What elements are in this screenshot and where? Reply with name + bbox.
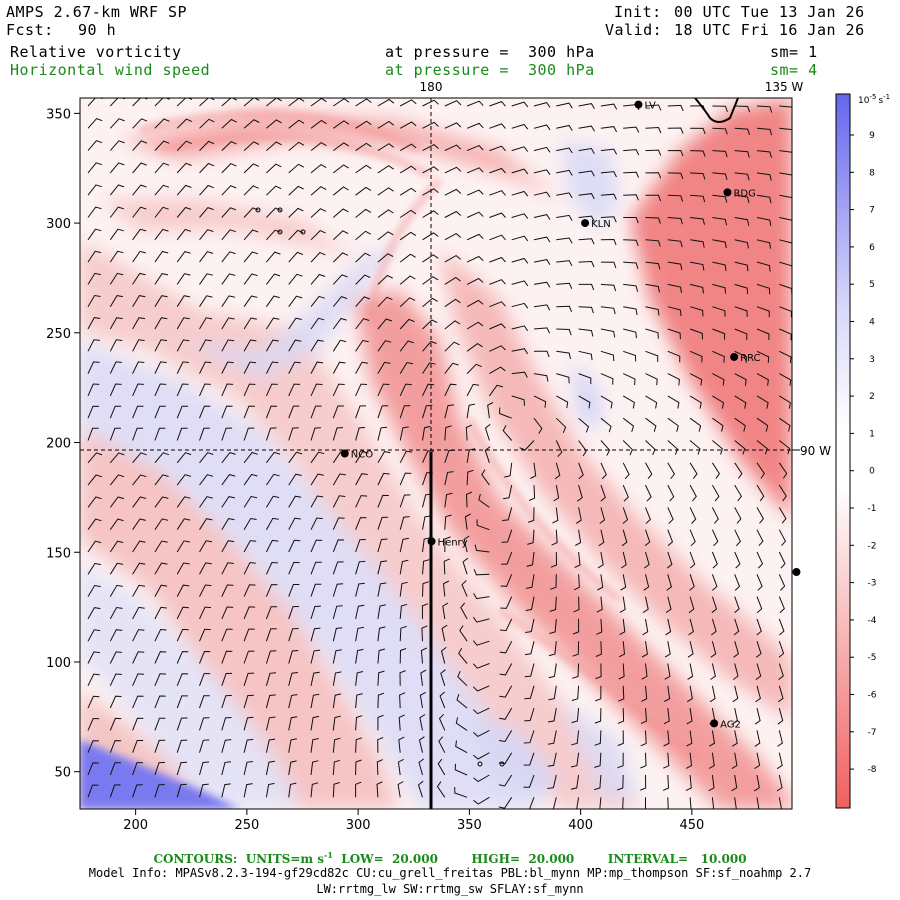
station-label: NCO xyxy=(351,450,373,461)
y-tick-label: 300 xyxy=(46,217,71,232)
x-tick-label: 450 xyxy=(679,818,704,833)
colorbar-tick-label: 7 xyxy=(869,206,875,216)
colorbar-tick-label: -7 xyxy=(868,728,877,738)
station-marker xyxy=(581,219,589,227)
colorbar xyxy=(836,94,850,808)
station-label: Henry xyxy=(438,537,468,548)
colorbar-tick-label: 5 xyxy=(869,280,875,290)
y-tick-label: 100 xyxy=(46,656,71,671)
colorbar-tick-label: -8 xyxy=(868,765,877,775)
colorbar-tick-label: -4 xyxy=(868,616,877,626)
y-tick-label: 350 xyxy=(46,107,71,122)
y-tick-label: 50 xyxy=(54,766,71,781)
y-tick-label: 150 xyxy=(46,546,71,561)
colorbar-tick-label: 8 xyxy=(869,168,875,178)
colorbar-tick-label: 0 xyxy=(869,467,875,477)
lon-label-135w: 135 W xyxy=(765,80,804,94)
colorbar-tick-label: -5 xyxy=(868,653,877,663)
station-marker xyxy=(428,537,436,545)
model-info-2: LW:rrtmg_lw SW:rrtmg_sw SFLAY:sf_mynn xyxy=(0,882,900,896)
station-label: RRC xyxy=(740,353,760,364)
y-tick-label: 250 xyxy=(46,327,71,342)
x-tick-label: 350 xyxy=(457,818,482,833)
station-marker xyxy=(792,568,800,576)
colorbar-tick-label: 1 xyxy=(869,429,875,439)
station-marker xyxy=(341,450,349,458)
station-marker xyxy=(634,101,642,109)
colorbar-unit: 10-5 s-1 xyxy=(858,93,890,106)
y-tick-label: 200 xyxy=(46,437,71,452)
colorbar-tick-label: -3 xyxy=(868,579,877,589)
colorbar-tick-label: 6 xyxy=(869,243,875,253)
colorbar-tick-label: -2 xyxy=(868,541,877,551)
station-marker xyxy=(710,719,718,727)
x-tick-label: 200 xyxy=(123,818,148,833)
x-tick-label: 250 xyxy=(234,818,259,833)
station-marker xyxy=(723,188,731,196)
colorbar-tick-label: 3 xyxy=(869,355,875,365)
colorbar-tick-label: -1 xyxy=(868,504,877,514)
colorbar-tick-label: -6 xyxy=(868,691,877,701)
contours-info: CONTOURS: UNITS=m s-1 LOW= 20.000 HIGH= … xyxy=(0,850,900,866)
station-label: KLN xyxy=(591,219,611,230)
model-info: Model Info: MPASv8.2.3-194-gf29cd82c CU:… xyxy=(0,866,900,880)
station-label: AG2 xyxy=(720,719,741,730)
station-marker xyxy=(730,353,738,361)
x-tick-label: 300 xyxy=(346,818,371,833)
colorbar-tick-label: 9 xyxy=(869,131,875,141)
station-label: LV xyxy=(644,101,655,112)
station-label: RDG xyxy=(733,188,755,199)
colorbar-tick-label: 4 xyxy=(869,318,875,328)
colorbar-ticks: 9 8 7 6 5 4 3 2 1 0 -1 -2 -3 -4 -5 -6 -7 -8 xyxy=(850,131,877,775)
colorbar-tick-label: 2 xyxy=(869,392,875,402)
lon-label-180: 180 xyxy=(420,80,443,94)
lon-label-90w: 90 W xyxy=(800,444,831,458)
x-tick-label: 400 xyxy=(568,818,593,833)
